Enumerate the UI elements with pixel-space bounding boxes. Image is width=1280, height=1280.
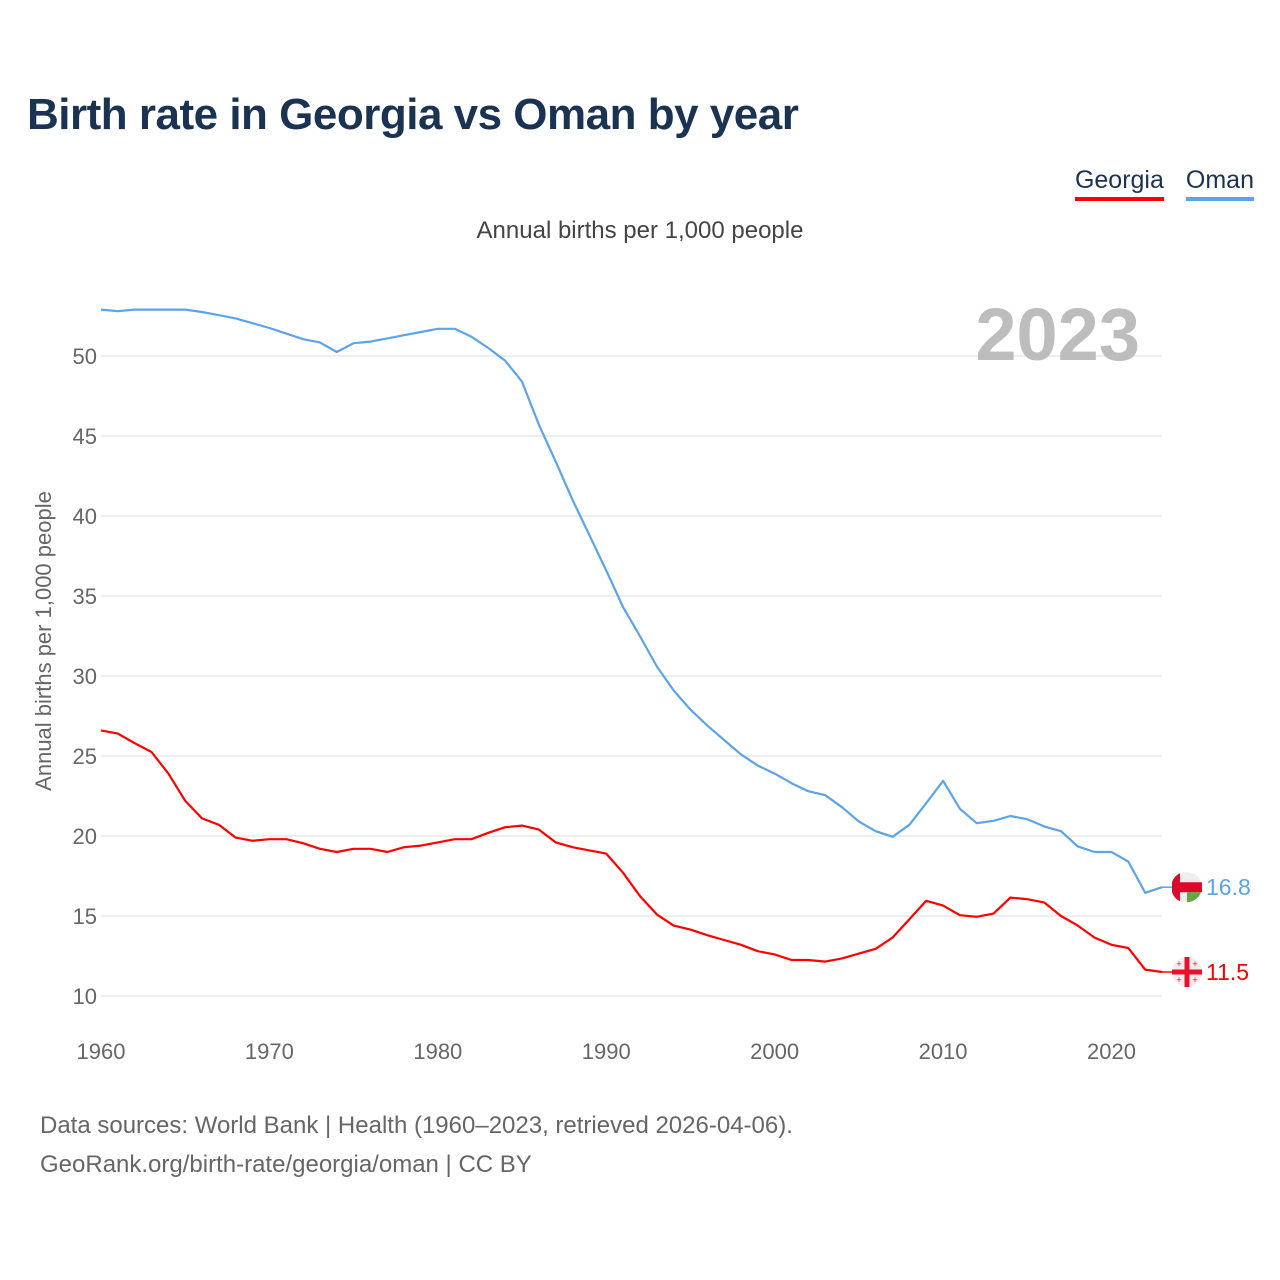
x-tick-label: 2000: [750, 1039, 799, 1064]
y-tick-label: 45: [73, 424, 97, 449]
x-tick-label: 1990: [582, 1039, 631, 1064]
georgia-flag-small-cross: +: [1176, 975, 1181, 985]
chart-title: Birth rate in Georgia vs Oman by year: [27, 90, 799, 139]
georgia-flag-small-cross: +: [1192, 975, 1197, 985]
y-tick-label: 20: [73, 824, 97, 849]
legend-item-oman[interactable]: Oman: [1185, 166, 1254, 201]
y-tick-label: 15: [73, 904, 97, 929]
y-tick-label: 35: [73, 584, 97, 609]
legend-item-georgia[interactable]: Georgia: [1074, 166, 1164, 201]
series-line-georgia: [100, 729, 1163, 974]
y-tick-label: 10: [73, 984, 97, 1009]
chart-subtitle: Annual births per 1,000 people: [476, 217, 804, 244]
georgia-flag-small-cross: +: [1176, 959, 1181, 969]
y-tick-label: 40: [73, 504, 97, 529]
x-tick-label: 1970: [245, 1039, 294, 1064]
x-tick-label: 1980: [413, 1039, 462, 1064]
x-tick-label: 1960: [77, 1039, 126, 1064]
y-tick-label: 30: [73, 664, 97, 689]
y-tick-label: 50: [73, 344, 97, 369]
x-tick-label: 2010: [919, 1039, 968, 1064]
oman-flag-green: [1187, 892, 1201, 903]
series-line-oman: [100, 308, 1163, 894]
georgia-flag-small-cross: +: [1192, 959, 1197, 969]
data-source-text: Data sources: World Bank | Health (1960–…: [40, 1112, 793, 1139]
legend: Georgia Oman: [1074, 166, 1254, 201]
georgia-flag-cross-v: [1184, 957, 1190, 987]
end-value-label-oman: 16.8: [1206, 874, 1251, 900]
year-label: 2023: [975, 293, 1140, 376]
y-axis-label: Annual births per 1,000 people: [31, 491, 56, 791]
footer: Data sources: World Bank | Health (1960–…: [40, 1106, 793, 1184]
x-tick-label: 2020: [1087, 1039, 1136, 1064]
oman-flag-hoist: [1172, 873, 1180, 902]
attribution-link[interactable]: GeoRank.org/birth-rate/georgia/oman | CC…: [40, 1151, 532, 1178]
end-value-label-georgia: 11.5: [1206, 959, 1249, 985]
y-tick-label: 25: [73, 744, 97, 769]
